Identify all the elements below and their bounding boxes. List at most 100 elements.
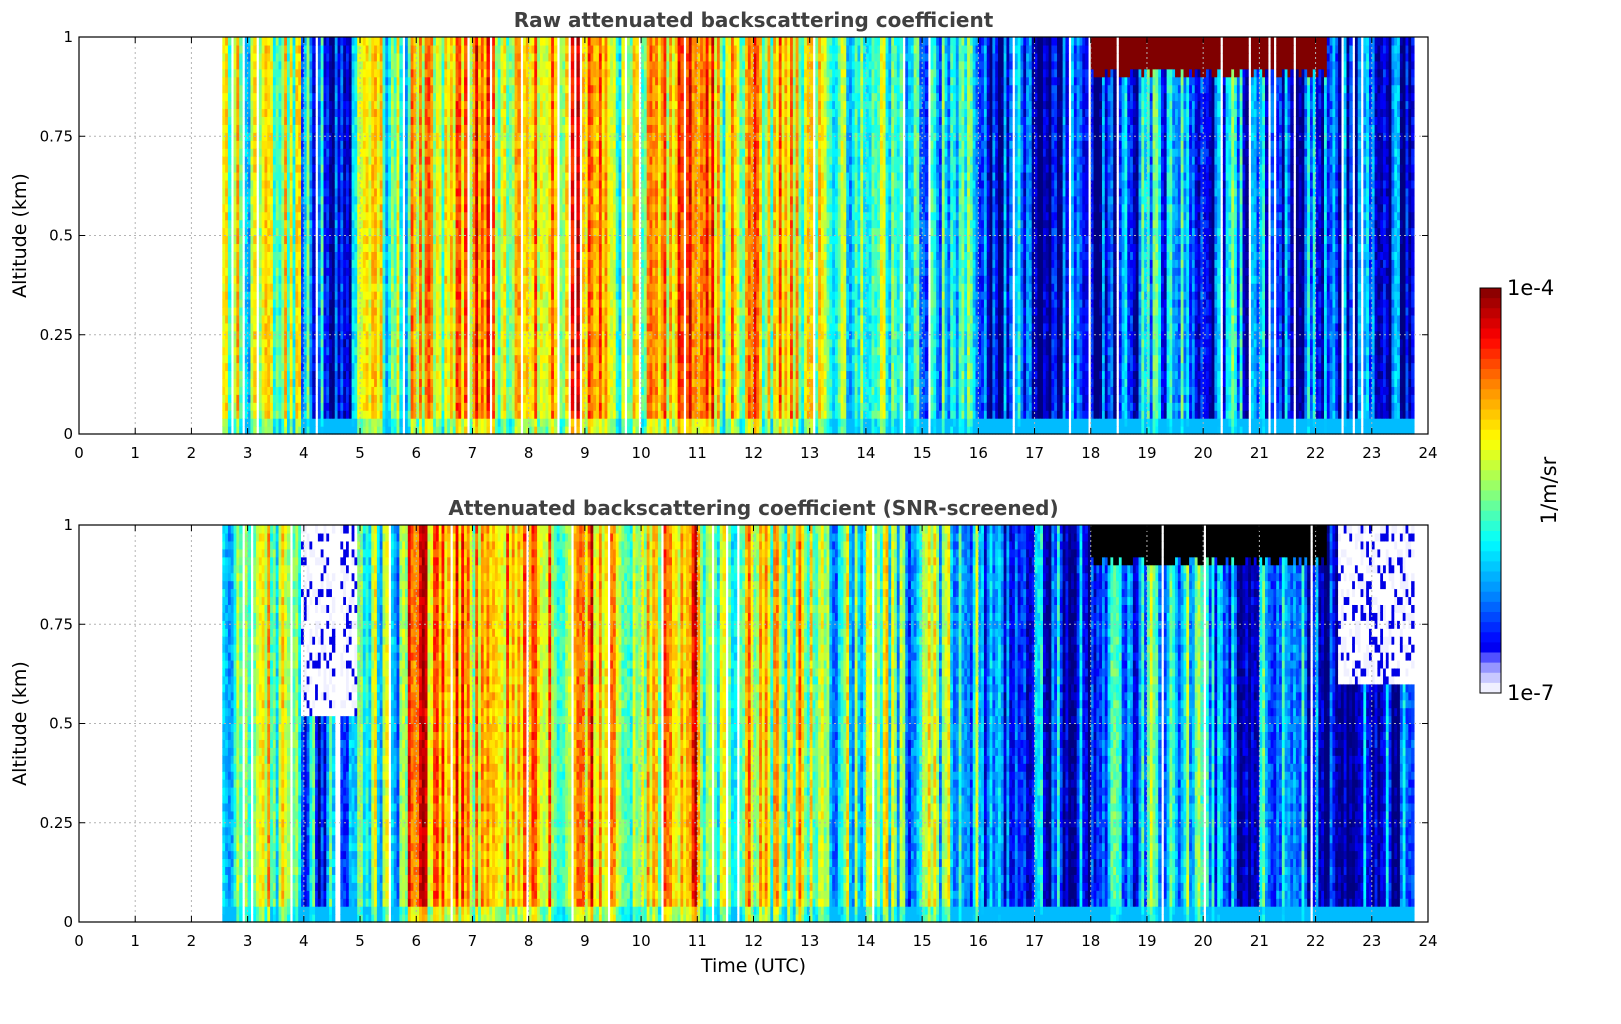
- heatmap-cell: [253, 315, 256, 324]
- heatmap-cell: [464, 188, 467, 197]
- heatmap-cell: [228, 61, 231, 70]
- heatmap-cell: [487, 394, 490, 403]
- heatmap-cell: [487, 188, 490, 197]
- heatmap-cell: [517, 236, 520, 245]
- heatmap-cell: [253, 370, 256, 379]
- heatmap-cell: [228, 243, 231, 252]
- heatmap-cell: [517, 307, 520, 316]
- heatmap-cell: [228, 108, 231, 117]
- heatmap-cell: [487, 307, 490, 316]
- heatmap-cell: [464, 204, 467, 213]
- heatmap-cell: [399, 77, 402, 86]
- heatmap-cell: [239, 243, 242, 252]
- heatmap-cell: [464, 124, 467, 133]
- heatmap-cell: [464, 410, 467, 419]
- heatmap-cell: [239, 402, 242, 411]
- heatmap-cell: [239, 291, 242, 300]
- heatmap-cell: [517, 180, 520, 189]
- heatmap-cell: [517, 45, 520, 54]
- heatmap-cell: [464, 307, 467, 316]
- heatmap-cell: [228, 275, 231, 284]
- heatmap-cell: [517, 370, 520, 379]
- heatmap-cell: [464, 339, 467, 348]
- heatmap-cell: [464, 323, 467, 332]
- heatmap-cell: [487, 402, 490, 411]
- heatmap-cell: [253, 188, 256, 197]
- heatmap-cell: [487, 220, 490, 229]
- heatmap-cell: [253, 259, 256, 268]
- heatmap-cell: [239, 283, 242, 292]
- heatmap-cell: [464, 243, 467, 252]
- heatmap-cell: [312, 124, 315, 133]
- heatmap-cell: [517, 188, 520, 197]
- heatmap-cell: [253, 180, 256, 189]
- heatmap-cell: [228, 124, 231, 133]
- heatmap-cell: [487, 196, 490, 205]
- heatmap-cell: [228, 363, 231, 372]
- heatmap-cell: [253, 251, 256, 260]
- heatmap-cell: [239, 299, 242, 308]
- heatmap-cell: [312, 77, 315, 86]
- heatmap-cell: [312, 251, 315, 260]
- heatmap-cell: [399, 69, 402, 78]
- heatmap-cell: [312, 45, 315, 54]
- heatmap-cell: [253, 394, 256, 403]
- heatmap-cell: [517, 124, 520, 133]
- heatmap-cell: [312, 220, 315, 229]
- heatmap-cell: [464, 45, 467, 54]
- heatmap-cell: [399, 339, 402, 348]
- heatmap-cell: [399, 196, 402, 205]
- heatmap-cell: [464, 196, 467, 205]
- heatmap-cell: [312, 267, 315, 276]
- heatmap-cell: [464, 77, 467, 86]
- heatmap-cell: [253, 323, 256, 332]
- heatmap-cell: [517, 172, 520, 181]
- heatmap-cell: [487, 426, 490, 435]
- heatmap-cell: [228, 69, 231, 78]
- heatmap-cell: [312, 394, 315, 403]
- heatmap-cell: [464, 140, 467, 149]
- heatmap-cell: [228, 323, 231, 332]
- heatmap-cell: [312, 291, 315, 300]
- heatmap-cell: [253, 124, 256, 133]
- heatmap-cell: [253, 299, 256, 308]
- heatmap-cell: [312, 363, 315, 372]
- heatmap-cell: [239, 85, 242, 94]
- heatmap-cell: [228, 85, 231, 94]
- heatmap-cell: [253, 283, 256, 292]
- heatmap-cell: [228, 148, 231, 157]
- heatmap-cell: [228, 101, 231, 110]
- heatmap-cell: [253, 426, 256, 435]
- heatmap-cell: [228, 77, 231, 86]
- heatmap-cell: [517, 347, 520, 356]
- heatmap-cell: [464, 236, 467, 245]
- heatmap-cell: [228, 212, 231, 221]
- heatmap-cell: [239, 45, 242, 54]
- heatmap-cell: [487, 108, 490, 117]
- heatmap-cell: [399, 220, 402, 229]
- heatmap-cell: [239, 101, 242, 110]
- heatmap-cell: [253, 410, 256, 419]
- heatmap-cell: [487, 243, 490, 252]
- heatmap-cell: [312, 140, 315, 149]
- heatmap-cell: [517, 37, 520, 46]
- heatmap-cell: [228, 172, 231, 181]
- heatmap-cell: [464, 363, 467, 372]
- heatmap-cell: [239, 124, 242, 133]
- heatmap-cell: [487, 124, 490, 133]
- heatmap-cell: [487, 323, 490, 332]
- heatmap-cell: [487, 228, 490, 237]
- heatmap-cell: [239, 355, 242, 364]
- heatmap-cell: [239, 156, 242, 165]
- heatmap-cell: [312, 370, 315, 379]
- heatmap-cell: [239, 228, 242, 237]
- heatmap-cell: [464, 347, 467, 356]
- heatmap-cell: [487, 212, 490, 221]
- heatmap-cell: [399, 116, 402, 125]
- heatmap-cell: [312, 148, 315, 157]
- heatmap-cell: [312, 61, 315, 70]
- heatmap-cell: [464, 386, 467, 395]
- heatmap-cell: [253, 339, 256, 348]
- heatmap-cell: [253, 93, 256, 102]
- heatmap-cell: [517, 243, 520, 252]
